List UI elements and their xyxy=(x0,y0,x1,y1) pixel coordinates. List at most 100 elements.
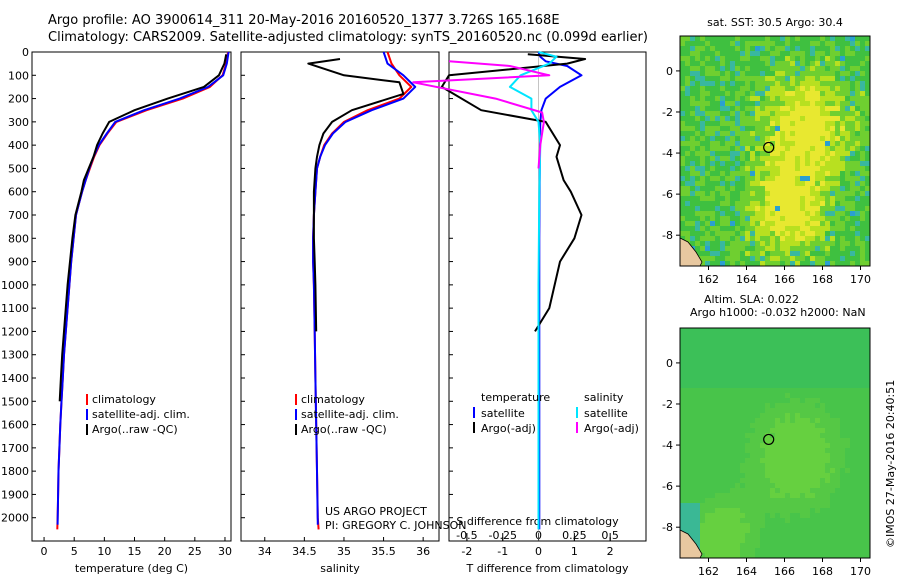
heatmap-cell xyxy=(845,418,851,424)
heatmap-cell xyxy=(700,66,706,72)
heatmap-cell xyxy=(720,333,726,339)
heatmap-cell xyxy=(770,121,776,127)
heatmap-cell xyxy=(820,46,826,52)
heatmap-cell xyxy=(805,251,811,257)
heatmap-cell xyxy=(835,181,841,187)
heatmap-cell xyxy=(710,328,716,334)
heatmap-cell xyxy=(830,166,836,172)
heatmap-cell xyxy=(715,443,721,449)
heatmap-cell xyxy=(795,523,801,529)
heatmap-cell xyxy=(715,418,721,424)
heatmap-cell xyxy=(835,131,841,137)
heatmap-cell xyxy=(820,508,826,514)
heatmap-cell xyxy=(855,231,861,237)
heatmap-cell xyxy=(815,483,821,489)
heatmap-cell xyxy=(800,333,806,339)
heatmap-cell xyxy=(790,211,796,217)
heatmap-cell xyxy=(695,543,701,549)
heatmap-cell xyxy=(790,428,796,434)
heatmap-cell xyxy=(810,393,816,399)
heatmap-cell xyxy=(730,348,736,354)
heatmap-cell xyxy=(750,156,756,162)
heatmap-cell xyxy=(840,453,846,459)
heatmap-cell xyxy=(790,368,796,374)
heatmap-cell xyxy=(690,126,696,132)
heatmap-cell xyxy=(865,241,871,247)
heatmap-cell xyxy=(750,348,756,354)
heatmap-cell xyxy=(770,181,776,187)
heatmap-cell xyxy=(840,333,846,339)
heatmap-cell xyxy=(775,136,781,142)
heatmap-cell xyxy=(830,363,836,369)
heatmap-cell xyxy=(680,418,686,424)
y-tick-label: 700 xyxy=(8,209,29,222)
heatmap-cell xyxy=(845,543,851,549)
heatmap-cell xyxy=(685,41,691,47)
heatmap-cell xyxy=(840,46,846,52)
heatmap-cell xyxy=(760,373,766,379)
heatmap-cell xyxy=(700,373,706,379)
heatmap-cell xyxy=(725,141,731,147)
heatmap-cell xyxy=(795,176,801,182)
heatmap-cell xyxy=(690,478,696,484)
heatmap-cell xyxy=(700,111,706,117)
heatmap-cell xyxy=(690,241,696,247)
heatmap-cell xyxy=(805,166,811,172)
heatmap-cell xyxy=(765,116,771,122)
heatmap-cell xyxy=(850,66,856,72)
heatmap-cell xyxy=(690,201,696,207)
heatmap-cell xyxy=(770,206,776,212)
heatmap-cell xyxy=(755,211,761,217)
heatmap-cell xyxy=(715,388,721,394)
heatmap-cell xyxy=(795,413,801,419)
heatmap-cell xyxy=(790,528,796,534)
heatmap-cell xyxy=(680,368,686,374)
heatmap-cell xyxy=(860,528,866,534)
heatmap-cell xyxy=(765,216,771,222)
heatmap-cell xyxy=(735,433,741,439)
heatmap-cell xyxy=(820,171,826,177)
heatmap-cell xyxy=(825,463,831,469)
heatmap-cell xyxy=(755,453,761,459)
heatmap-cell xyxy=(680,493,686,499)
heatmap-cell xyxy=(795,473,801,479)
heatmap-cell xyxy=(710,418,716,424)
heatmap-cell xyxy=(790,71,796,77)
heatmap-cell xyxy=(810,111,816,117)
heatmap-cell xyxy=(705,548,711,554)
heatmap-cell xyxy=(845,473,851,479)
heatmap-cell xyxy=(770,388,776,394)
heatmap-cell xyxy=(850,408,856,414)
heatmap-cell xyxy=(855,348,861,354)
heatmap-cell xyxy=(815,468,821,474)
heatmap-cell xyxy=(775,171,781,177)
heatmap-cell xyxy=(855,358,861,364)
heatmap-cell xyxy=(840,433,846,439)
heatmap-cell xyxy=(785,328,791,334)
heatmap-cell xyxy=(775,413,781,419)
heatmap-cell xyxy=(860,508,866,514)
heatmap-cell xyxy=(860,438,866,444)
heatmap-cell xyxy=(845,338,851,344)
heatmap-cell xyxy=(760,453,766,459)
heatmap-cell xyxy=(855,463,861,469)
heatmap-cell xyxy=(680,86,686,92)
heatmap-cell xyxy=(820,438,826,444)
heatmap-cell xyxy=(810,538,816,544)
heatmap-cell xyxy=(745,61,751,67)
heatmap-cell xyxy=(830,201,836,207)
heatmap-cell xyxy=(830,91,836,97)
heatmap-cell xyxy=(680,433,686,439)
heatmap-cell xyxy=(755,81,761,87)
heatmap-cell xyxy=(790,448,796,454)
heatmap-cell xyxy=(705,51,711,57)
heatmap-cell xyxy=(855,353,861,359)
heatmap-cell xyxy=(850,256,856,262)
heatmap-cell xyxy=(810,368,816,374)
heatmap-cell xyxy=(720,126,726,132)
heatmap-cell xyxy=(715,478,721,484)
heatmap-cell xyxy=(760,121,766,127)
heatmap-cell xyxy=(730,46,736,52)
heatmap-cell xyxy=(710,523,716,529)
heatmap-cell xyxy=(780,196,786,202)
